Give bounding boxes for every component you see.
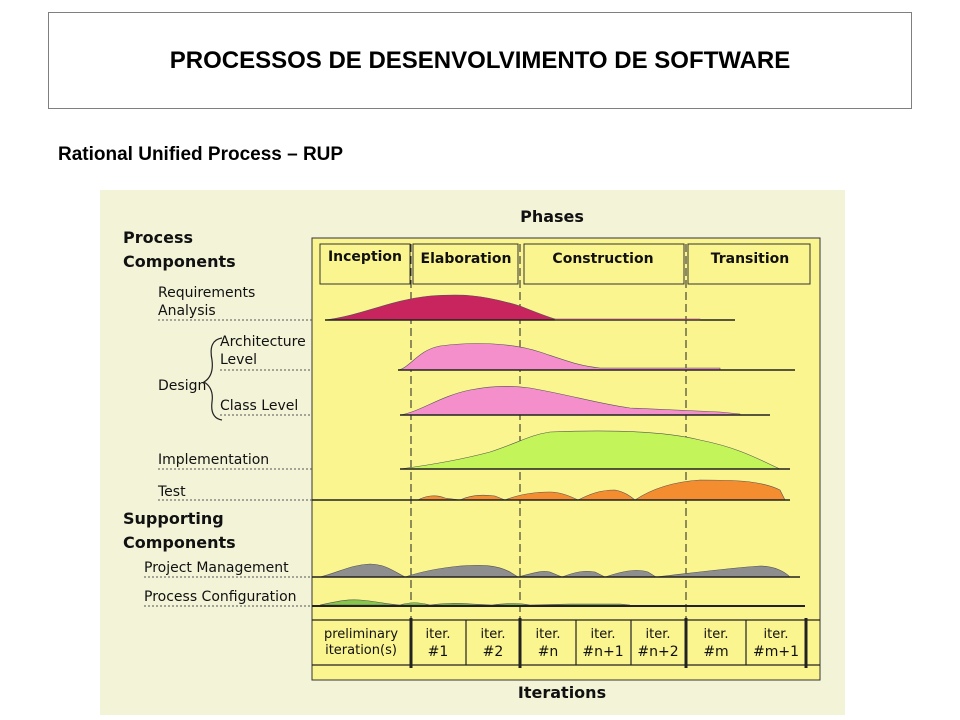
guide-lines — [144, 319, 312, 607]
iteration-label-m-b: #m — [703, 644, 728, 660]
phase-label-inception: Inception — [328, 249, 402, 265]
phases-title: Phases — [520, 207, 584, 226]
supporting-components-label-1: Supporting — [123, 509, 224, 528]
project-management-curve — [319, 563, 791, 578]
phase-box-transition — [687, 243, 811, 285]
iteration-label-2-b: #2 — [483, 644, 504, 660]
rup-diagram: Phases Inception Elaboration Constructio… — [100, 190, 845, 715]
implementation-curve — [399, 430, 781, 470]
architecture-label-2: Level — [220, 352, 257, 368]
test-label: Test — [157, 484, 186, 500]
phase-box-inception — [319, 243, 411, 285]
page-title: PROCESSOS DE DESENVOLVIMENTO DE SOFTWARE — [169, 46, 791, 74]
class-design-curve — [399, 385, 741, 416]
title-box: PROCESSOS DE DESENVOLVIMENTO DE SOFTWARE — [48, 12, 912, 109]
requirements-curve — [324, 294, 556, 321]
iterations-row — [312, 618, 820, 668]
supporting-components-label-2: Components — [123, 533, 236, 552]
phase-box-construction — [523, 243, 685, 285]
process-configuration-curve — [319, 599, 631, 606]
iteration-label-n2-b: #n+2 — [637, 644, 678, 660]
implementation-label: Implementation — [158, 452, 269, 468]
phase-label-elaboration: Elaboration — [421, 251, 512, 267]
requirements-label-1: Requirements — [158, 285, 255, 301]
requirements-label-2: Analysis — [158, 303, 216, 319]
phase-label-transition: Transition — [711, 251, 790, 267]
iteration-label-n-b: #n — [538, 644, 559, 660]
iteration-label-n1-a: iter. — [591, 627, 616, 642]
iteration-label-preliminary-2: iteration(s) — [325, 643, 397, 658]
iteration-label-1-a: iter. — [426, 627, 451, 642]
architecture-label-1: Architecture — [220, 334, 306, 350]
iteration-label-m-a: iter. — [704, 627, 729, 642]
design-label: Design — [158, 378, 206, 394]
test-curve — [416, 479, 786, 501]
iteration-label-2-a: iter. — [481, 627, 506, 642]
requirements-tail — [554, 318, 701, 321]
class-level-label: Class Level — [220, 398, 298, 414]
iteration-label-n1-b: #n+1 — [582, 644, 623, 660]
iteration-label-preliminary-1: preliminary — [324, 627, 398, 642]
iterations-title: Iterations — [518, 683, 606, 702]
iteration-label-1-b: #1 — [428, 644, 449, 660]
project-management-label: Project Management — [144, 560, 289, 576]
iteration-label-n2-a: iter. — [646, 627, 671, 642]
architecture-design-curve — [397, 343, 721, 371]
iteration-label-m1-a: iter. — [764, 627, 789, 642]
process-components-label-2: Components — [123, 252, 236, 271]
design-brace — [202, 337, 223, 421]
iteration-label-m1-b: #m+1 — [753, 644, 799, 660]
phase-label-construction: Construction — [552, 251, 653, 267]
iteration-label-n-a: iter. — [536, 627, 561, 642]
phase-box-elaboration — [412, 243, 519, 285]
process-components-label-1: Process — [123, 228, 193, 247]
page-subtitle: Rational Unified Process – RUP — [58, 144, 344, 165]
process-configuration-label: Process Configuration — [144, 589, 297, 605]
